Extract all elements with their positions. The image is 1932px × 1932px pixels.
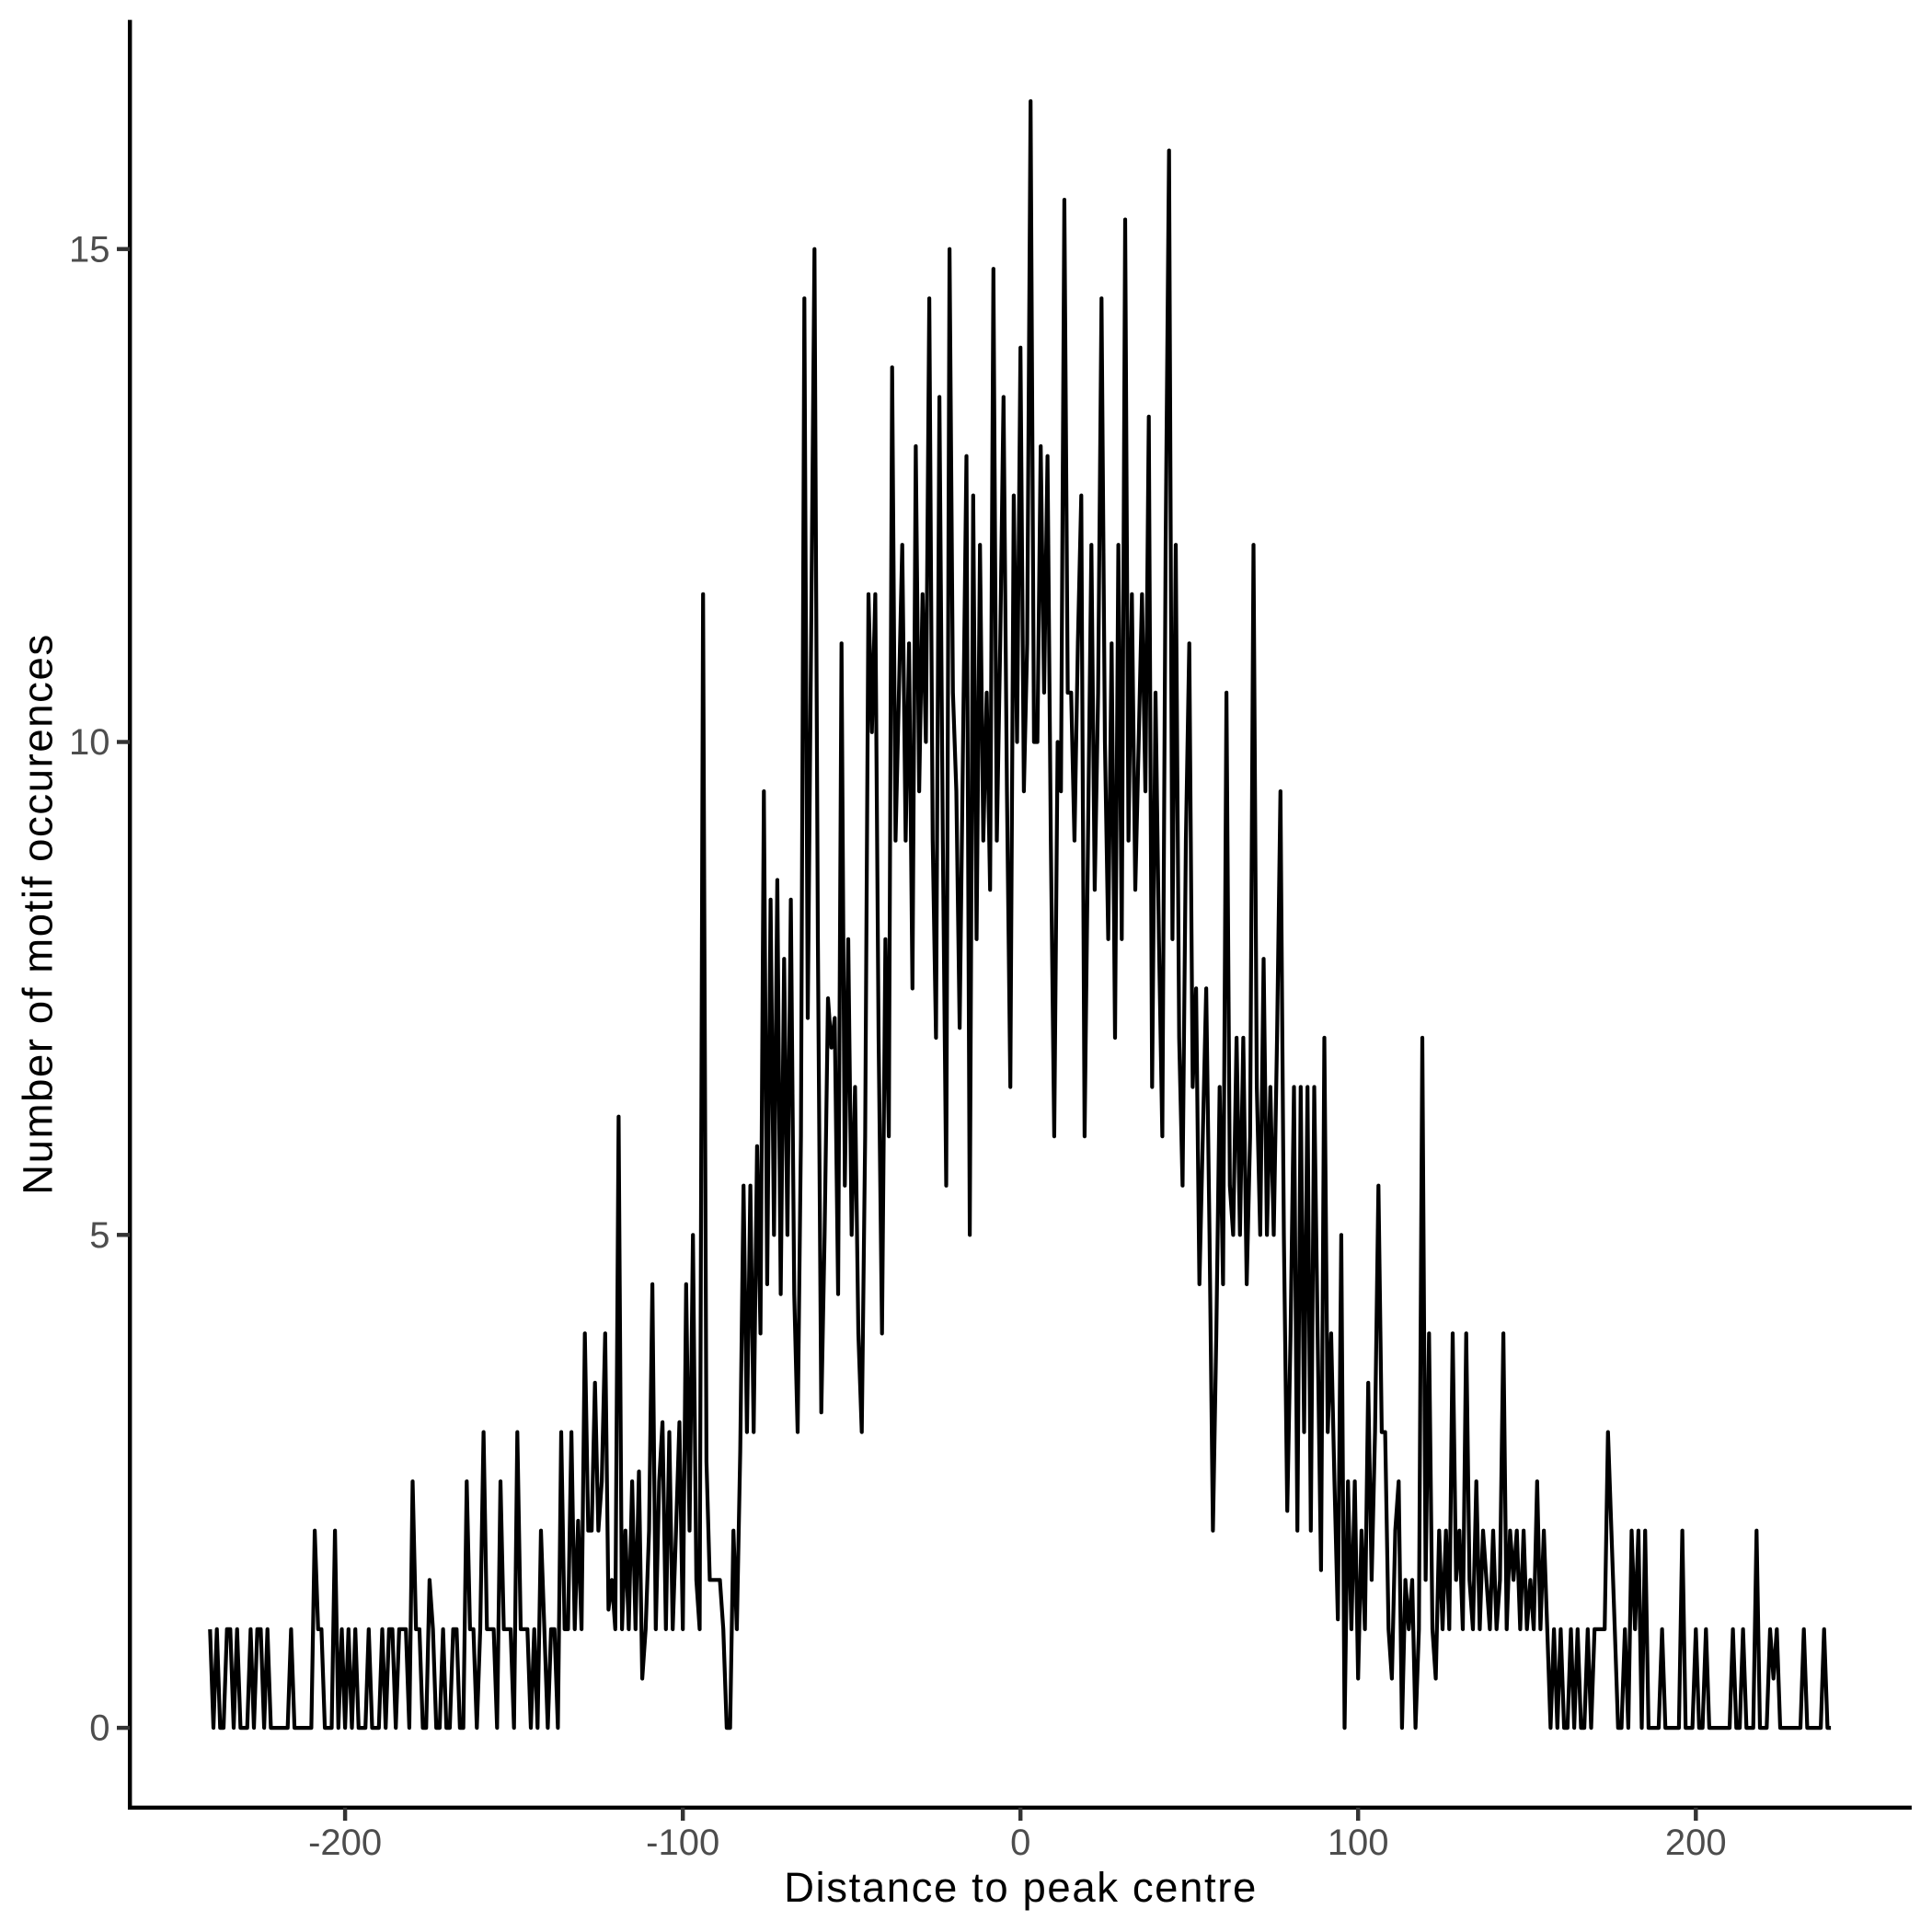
svg-text:0: 0: [89, 1708, 109, 1749]
svg-text:-200: -200: [308, 1823, 382, 1863]
svg-text:5: 5: [89, 1215, 109, 1256]
svg-text:Distance to peak centre: Distance to peak centre: [784, 1864, 1258, 1911]
svg-text:100: 100: [1328, 1823, 1389, 1863]
svg-text:-100: -100: [646, 1823, 719, 1863]
svg-text:10: 10: [69, 722, 110, 763]
svg-text:Number of motif occurences: Number of motif occurences: [15, 633, 62, 1195]
svg-text:15: 15: [69, 229, 110, 270]
svg-text:200: 200: [1665, 1823, 1727, 1863]
svg-text:0: 0: [1010, 1823, 1030, 1863]
